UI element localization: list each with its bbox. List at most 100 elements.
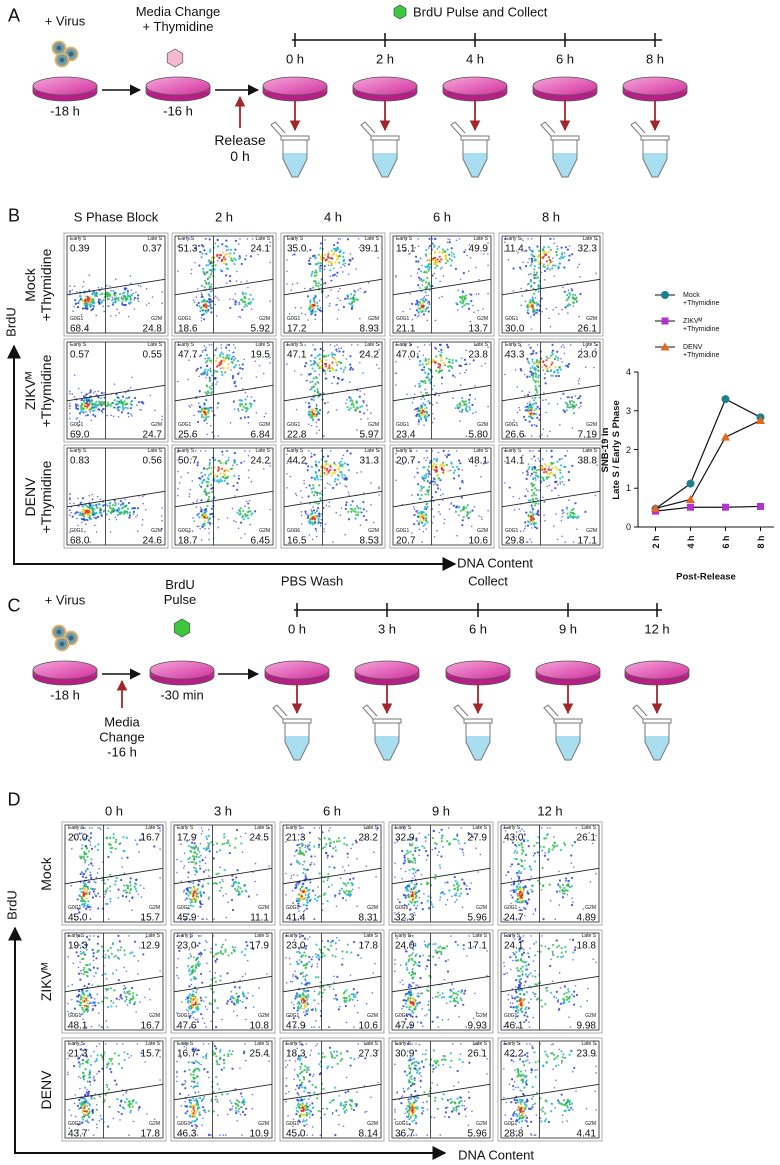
event-dot — [238, 410, 240, 412]
event-dot — [86, 893, 88, 895]
event-dot — [354, 508, 356, 510]
event-dot — [460, 404, 462, 406]
event-dot — [201, 833, 203, 835]
event-dot — [571, 396, 573, 398]
event-dot — [177, 270, 179, 272]
event-dot — [529, 375, 531, 377]
event-dot — [104, 504, 106, 506]
event-dot — [356, 429, 358, 431]
event-dot — [125, 299, 127, 301]
event-dot — [347, 464, 349, 466]
event-dot — [559, 481, 561, 483]
event-dot — [84, 402, 86, 404]
event-dot — [559, 258, 561, 260]
event-dot — [559, 458, 561, 460]
event-dot — [73, 503, 75, 505]
event-dot — [202, 884, 204, 886]
event-dot — [435, 460, 437, 462]
event-dot — [208, 464, 210, 466]
event-dot — [223, 836, 225, 838]
event-dot — [343, 837, 345, 839]
event-dot — [416, 870, 418, 872]
event-dot — [327, 257, 329, 259]
event-dot — [79, 296, 81, 298]
event-dot — [524, 419, 526, 421]
event-dot — [575, 294, 577, 296]
event-dot — [335, 846, 337, 848]
event-dot — [317, 503, 319, 505]
event-dot — [324, 282, 326, 284]
event-dot — [351, 301, 353, 303]
event-dot — [460, 827, 462, 829]
event-dot — [121, 411, 123, 413]
event-dot — [349, 368, 351, 370]
event-dot — [300, 374, 302, 376]
event-dot — [470, 321, 472, 323]
event-dot — [94, 415, 96, 417]
event-dot — [419, 897, 421, 899]
event-dot — [436, 469, 438, 471]
event-dot — [328, 261, 330, 263]
event-dot — [343, 306, 345, 308]
event-dot — [345, 899, 347, 901]
event-dot — [306, 251, 308, 253]
event-dot — [69, 391, 71, 393]
event-dot — [464, 359, 466, 361]
event-dot — [448, 450, 450, 452]
event-dot — [193, 502, 195, 504]
event-dot — [349, 878, 351, 880]
event-dot — [436, 484, 438, 486]
event-dot — [570, 344, 572, 346]
event-dot — [115, 839, 117, 841]
event-dot — [228, 354, 230, 356]
event-dot — [334, 462, 336, 464]
event-dot — [236, 482, 238, 484]
event-dot — [312, 381, 314, 383]
event-dot — [300, 490, 302, 492]
event-dot — [205, 514, 207, 516]
event-dot — [203, 420, 205, 422]
molecule — [394, 5, 406, 19]
event-dot — [126, 288, 128, 290]
event-dot — [294, 887, 296, 889]
event-dot — [76, 518, 78, 520]
event-dot — [129, 299, 131, 301]
event-dot — [318, 469, 320, 471]
event-dot — [529, 401, 531, 403]
event-dot — [216, 366, 218, 368]
event-dot — [98, 893, 100, 895]
event-dot — [247, 287, 249, 289]
event-dot — [305, 314, 307, 316]
event-dot — [451, 247, 453, 249]
event-dot — [269, 300, 271, 302]
event-dot — [86, 305, 88, 307]
event-dot — [459, 487, 461, 489]
event-dot — [225, 460, 227, 462]
event-dot — [520, 268, 522, 270]
event-dot — [310, 882, 312, 884]
event-dot — [192, 882, 194, 884]
event-dot — [577, 398, 579, 400]
event-dot — [303, 861, 305, 863]
event-dot — [226, 482, 228, 484]
event-dot — [546, 356, 548, 358]
event-dot — [106, 837, 108, 839]
event-dot — [220, 360, 222, 362]
event-dot — [459, 411, 461, 413]
event-dot — [114, 399, 116, 401]
event-dot — [200, 373, 202, 375]
event-dot — [441, 463, 443, 465]
event-dot — [295, 493, 297, 495]
event-dot — [338, 468, 340, 470]
event-dot — [433, 463, 435, 465]
event-dot — [206, 301, 208, 303]
event-dot — [312, 484, 314, 486]
event-dot — [100, 403, 102, 405]
event-dot — [417, 512, 419, 514]
event-dot — [118, 401, 120, 403]
event-dot — [337, 474, 339, 476]
event-dot — [420, 391, 422, 393]
event-dot — [199, 902, 201, 904]
event-dot — [243, 306, 245, 308]
event-dot — [407, 851, 409, 853]
